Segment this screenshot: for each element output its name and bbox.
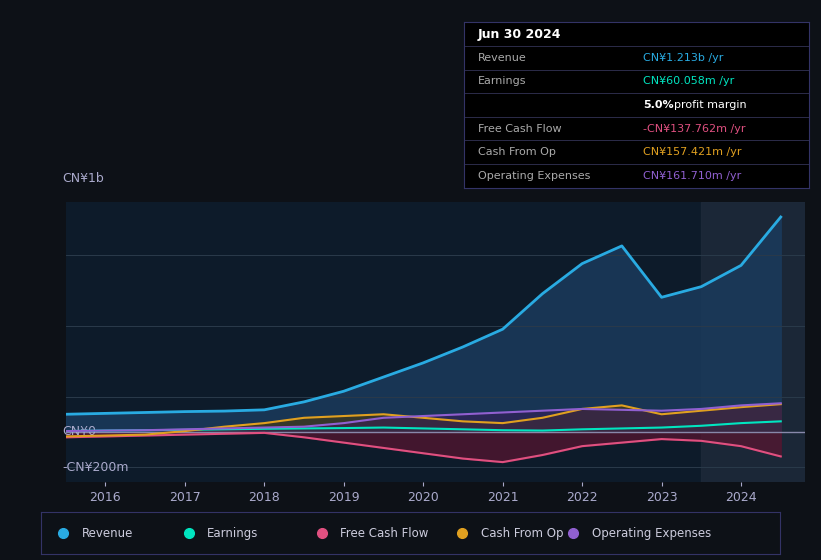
- Text: Operating Expenses: Operating Expenses: [591, 527, 711, 540]
- Text: Revenue: Revenue: [478, 53, 526, 63]
- Text: Jun 30 2024: Jun 30 2024: [478, 27, 562, 41]
- Text: Operating Expenses: Operating Expenses: [478, 171, 590, 181]
- Text: -CN¥200m: -CN¥200m: [62, 461, 128, 474]
- Bar: [701, 202, 805, 482]
- Text: Earnings: Earnings: [478, 76, 526, 86]
- Text: CN¥1b: CN¥1b: [62, 172, 103, 185]
- Text: CN¥157.421m /yr: CN¥157.421m /yr: [643, 147, 741, 157]
- Text: CN¥1.213b /yr: CN¥1.213b /yr: [643, 53, 723, 63]
- Text: Free Cash Flow: Free Cash Flow: [478, 124, 562, 134]
- Text: CN¥60.058m /yr: CN¥60.058m /yr: [643, 76, 735, 86]
- Text: Revenue: Revenue: [82, 527, 133, 540]
- Text: profit margin: profit margin: [674, 100, 747, 110]
- Text: Cash From Op: Cash From Op: [478, 147, 556, 157]
- Text: -CN¥137.762m /yr: -CN¥137.762m /yr: [643, 124, 745, 134]
- Text: 5.0%: 5.0%: [643, 100, 674, 110]
- Text: CN¥161.710m /yr: CN¥161.710m /yr: [643, 171, 741, 181]
- Text: CN¥0: CN¥0: [62, 426, 96, 438]
- Text: Free Cash Flow: Free Cash Flow: [341, 527, 429, 540]
- Text: Earnings: Earnings: [208, 527, 259, 540]
- Text: Cash From Op: Cash From Op: [481, 527, 563, 540]
